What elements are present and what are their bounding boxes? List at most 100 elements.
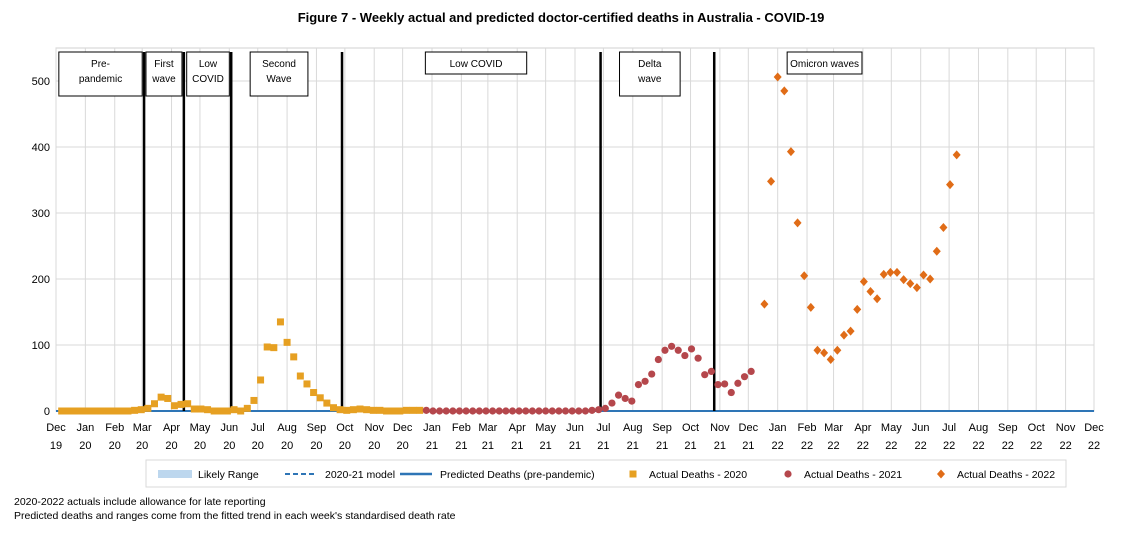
x-tick-label-year: 22 — [972, 440, 984, 452]
data-point-2021 — [681, 351, 689, 360]
x-tick-label-year: 22 — [885, 440, 897, 452]
data-point-2020 — [303, 380, 311, 388]
data-point-2021 — [508, 407, 517, 415]
data-point-2020 — [263, 343, 271, 351]
period-label-box — [424, 51, 528, 75]
x-tick-label-year: 21 — [684, 440, 696, 452]
data-point-2022 — [926, 274, 935, 284]
data-point-2020 — [64, 407, 72, 415]
data-point-2020 — [343, 406, 351, 414]
footnote-late-reporting: 2020-2022 actuals include allowance for … — [14, 496, 266, 508]
x-tick-label-year: 20 — [109, 440, 121, 452]
x-tick-label: Jun — [220, 422, 238, 434]
data-point-2021 — [588, 406, 596, 414]
x-tick-label: Jan — [423, 422, 441, 434]
period-label-box — [619, 51, 681, 97]
legend-label: Actual Deaths - 2020 — [649, 469, 747, 481]
data-point-2020 — [184, 400, 192, 408]
data-point-2022 — [853, 304, 862, 314]
data-point-2021 — [528, 407, 536, 415]
period-label: Low COVID — [450, 59, 503, 70]
x-tick-label-year: 21 — [597, 440, 609, 452]
x-tick-label-year: 22 — [1088, 440, 1100, 452]
legend — [145, 459, 1067, 488]
data-point-2020 — [356, 405, 364, 413]
period-label-box — [249, 51, 309, 97]
data-point-2020 — [197, 405, 205, 413]
data-point-2021 — [641, 377, 649, 385]
data-point-2020 — [58, 407, 66, 415]
data-point-2020 — [111, 407, 119, 415]
data-point-2022 — [893, 267, 902, 277]
x-tick-label: Sep — [307, 422, 327, 434]
y-tick-label: 0 — [44, 406, 50, 418]
data-point-2020 — [336, 406, 344, 414]
legend-swatch — [784, 470, 792, 478]
x-tick-label: Nov — [1056, 422, 1076, 434]
period-label-box — [786, 51, 863, 75]
x-tick-label-year: 21 — [426, 440, 438, 452]
data-point-2020 — [144, 404, 152, 412]
data-point-2022 — [760, 299, 769, 309]
x-tick-label: Jul — [596, 422, 610, 434]
x-tick-label-year: 20 — [339, 440, 351, 452]
period-label: COVID — [192, 74, 224, 85]
data-point-2020 — [402, 406, 410, 414]
x-tick-label: May — [190, 422, 211, 434]
x-tick-label: Aug — [623, 422, 643, 434]
x-tick-label: Oct — [336, 422, 353, 434]
x-tick-label: Jun — [566, 422, 584, 434]
data-point-2021 — [502, 407, 510, 415]
data-point-2021 — [489, 407, 497, 415]
data-point-2022 — [946, 180, 955, 190]
data-point-2021 — [608, 399, 616, 407]
data-point-2020 — [310, 389, 318, 397]
x-tick-label: Mar — [133, 422, 152, 434]
data-point-2021 — [475, 407, 483, 415]
data-point-2022 — [806, 302, 815, 312]
data-point-2021 — [575, 407, 583, 415]
x-tick-label: Feb — [452, 422, 471, 434]
data-point-2022 — [919, 270, 928, 280]
data-point-2020 — [383, 407, 391, 415]
data-point-2022 — [780, 86, 789, 96]
data-point-2022 — [879, 269, 888, 279]
data-point-2020 — [237, 407, 245, 415]
x-tick-label: Apr — [163, 422, 180, 434]
data-point-2020 — [78, 407, 86, 415]
x-tick-label: Jul — [942, 422, 956, 434]
x-tick-label: Jan — [769, 422, 787, 434]
data-point-2020 — [243, 404, 251, 412]
x-tick-label: Jun — [912, 422, 930, 434]
x-tick-label: Oct — [682, 422, 699, 434]
data-point-2021 — [727, 388, 735, 397]
data-point-2022 — [939, 223, 948, 233]
period-label: Second — [262, 59, 296, 70]
x-tick-label-year: 22 — [801, 440, 813, 452]
data-point-2020 — [204, 406, 212, 414]
period-label: Pre- — [91, 59, 110, 70]
data-point-2022 — [899, 275, 908, 285]
x-tick-label-year: 20 — [281, 440, 293, 452]
x-tick-label-year: 21 — [455, 440, 467, 452]
legend-label: Actual Deaths - 2022 — [957, 469, 1055, 481]
x-tick-label-year: 21 — [569, 440, 581, 452]
x-tick-label-year: 19 — [50, 440, 62, 452]
x-tick-label-year: 22 — [1059, 440, 1071, 452]
data-point-2020 — [131, 406, 139, 414]
x-tick-label-year: 22 — [1030, 440, 1042, 452]
data-point-2022 — [952, 150, 961, 160]
data-point-2020 — [164, 394, 172, 402]
x-tick-label-year: 21 — [656, 440, 668, 452]
x-tick-label: May — [881, 422, 902, 434]
x-tick-label-year: 20 — [310, 440, 322, 452]
y-tick-label: 300 — [32, 208, 50, 220]
x-tick-label: Feb — [105, 422, 124, 434]
data-point-2022 — [767, 176, 776, 186]
data-point-2020 — [349, 406, 357, 414]
x-tick-label: Dec — [1084, 422, 1104, 434]
data-point-2020 — [323, 399, 331, 407]
data-point-2021 — [542, 407, 550, 415]
x-tick-label: Apr — [854, 422, 871, 434]
